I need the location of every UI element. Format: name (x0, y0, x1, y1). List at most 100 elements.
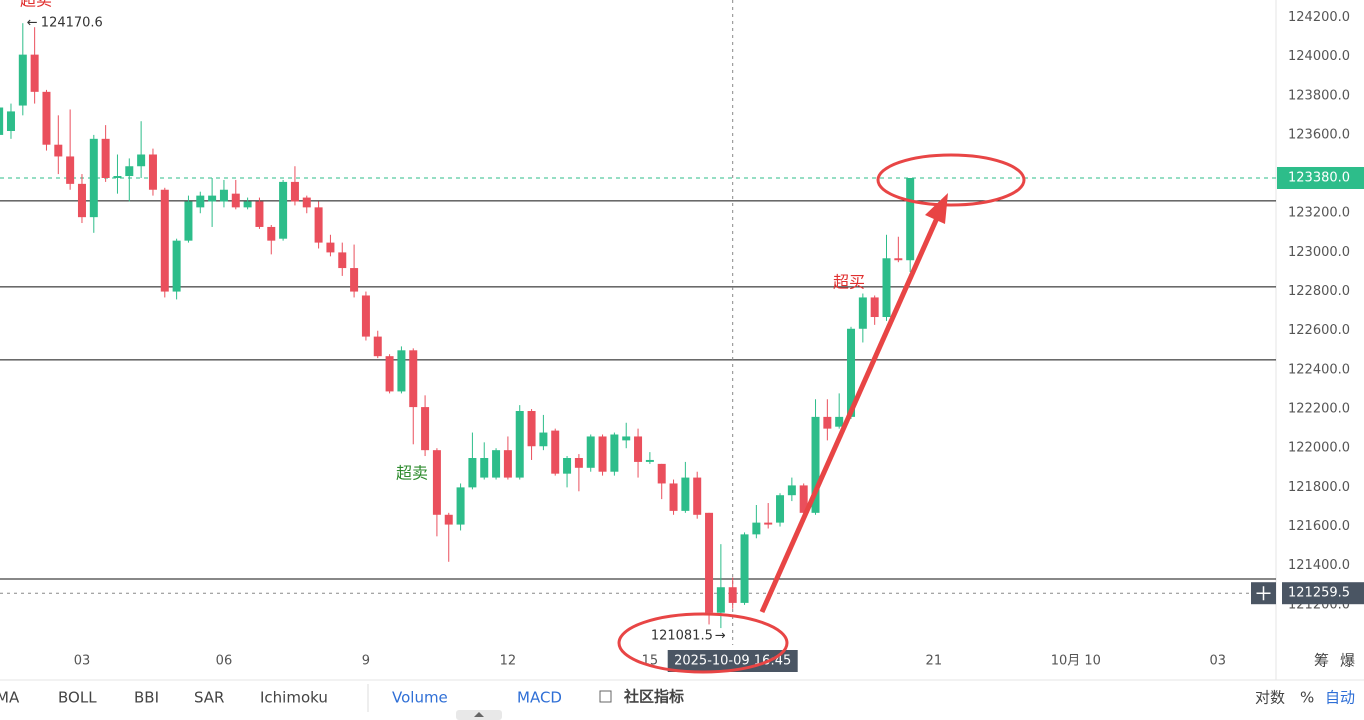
highlight-ellipse (876, 153, 1026, 207)
candle-body (397, 350, 406, 392)
sub-indicator-button[interactable]: MACD (517, 689, 562, 707)
candle-body (705, 512, 714, 613)
add-icon (1256, 586, 1271, 601)
x-tick-label: 12 (500, 654, 517, 669)
candle-body (267, 226, 276, 241)
candle-body (66, 156, 75, 184)
candle-body (196, 195, 205, 208)
candle-body (776, 495, 785, 523)
candle-body (326, 242, 335, 253)
candle-body (184, 201, 193, 241)
crosshair-date-label: 2025-10-09 16:45 (674, 654, 791, 669)
candle-body (492, 450, 501, 478)
y-tick-label: 122400.0 (1288, 362, 1350, 377)
candle-body (681, 477, 690, 511)
candle-body (835, 416, 844, 427)
x-tick-label: 06 (216, 654, 233, 669)
max-arrow: ← (27, 16, 38, 31)
indicator-button[interactable]: Ichimoku (260, 689, 328, 707)
min-arrow: → (715, 629, 726, 644)
candle-body (219, 189, 228, 202)
candle-body (634, 436, 643, 462)
corner-button[interactable]: 筹 (1314, 652, 1329, 670)
candle-body (799, 485, 808, 513)
y-tick-label: 124200.0 (1288, 10, 1350, 25)
candle-body (645, 459, 654, 462)
candle-body (444, 514, 453, 525)
sub-indicator-button[interactable]: Volume (392, 689, 448, 707)
candle-body (137, 154, 146, 167)
candle-body (148, 154, 157, 190)
candle-body (787, 485, 796, 496)
candle-body (338, 252, 347, 269)
candle-body (740, 534, 749, 603)
candle-body (622, 436, 631, 441)
candle-body (823, 416, 832, 429)
indicator-button[interactable]: BOLL (58, 689, 97, 707)
indicator-button[interactable]: BBI (134, 689, 159, 707)
candle-body (350, 268, 359, 292)
y-tick-label: 122600.0 (1288, 323, 1350, 338)
candle-body (409, 350, 418, 408)
candle-body (208, 195, 217, 202)
candle-body (515, 411, 524, 478)
candle-body (373, 336, 382, 357)
indicator-button[interactable]: SAR (194, 689, 224, 707)
candle-body (18, 54, 27, 106)
candle-body (361, 295, 370, 337)
crosshair-price-label: 121259.5 (1288, 586, 1350, 601)
candle-body (314, 207, 323, 243)
last-price-label: 123380.0 (1288, 170, 1350, 185)
candle-body (563, 458, 572, 474)
x-tick-label: 03 (74, 654, 91, 669)
handle-arrow (474, 712, 484, 717)
candle-body (586, 436, 595, 468)
candle-body (255, 201, 264, 227)
candle-body (113, 176, 122, 178)
candle-body (125, 166, 134, 177)
candle-body (657, 463, 666, 484)
arrow-head (925, 193, 948, 224)
y-tick-label: 122000.0 (1288, 441, 1350, 456)
x-tick-label: 21 (926, 654, 943, 669)
corner-button[interactable]: 爆 (1340, 652, 1355, 670)
candle-body (882, 258, 891, 318)
crosshair-price-box (1282, 582, 1364, 605)
y-tick-label: 124000.0 (1288, 49, 1350, 64)
community-icon (599, 690, 612, 703)
candle-body (101, 138, 110, 178)
x-tick-label: 9 (362, 654, 370, 669)
candle-body (870, 297, 879, 318)
y-tick-label: 122800.0 (1288, 284, 1350, 299)
candle-body (539, 432, 548, 447)
y-tick-label: 123800.0 (1288, 88, 1350, 103)
candle-body (728, 587, 737, 603)
candle-body (421, 407, 430, 451)
y-tick-label: 123000.0 (1288, 245, 1350, 260)
candle-body (0, 107, 4, 135)
candle-body (598, 436, 607, 472)
candle-body (468, 458, 477, 488)
y-tick-label: 123600.0 (1288, 127, 1350, 142)
candle-body (503, 450, 512, 478)
candle-body (54, 144, 63, 157)
candle-body (764, 522, 773, 525)
scale-button[interactable]: % (1300, 689, 1314, 707)
scale-button[interactable]: 对数 (1255, 689, 1285, 707)
scale-button[interactable]: 自动 (1325, 689, 1355, 707)
community-button[interactable]: 社区指标 (623, 688, 684, 706)
candle-body (432, 450, 441, 515)
signal-label: 超买 (833, 273, 865, 292)
indicator-button[interactable]: MA (0, 689, 20, 707)
candle-body (894, 258, 903, 261)
candle-body (77, 183, 86, 218)
candle-body (89, 138, 98, 218)
candle-body (385, 356, 394, 392)
candle-body (752, 522, 761, 535)
candle-body (669, 483, 678, 511)
signal-label: 超卖 (20, 0, 52, 10)
candle-body (858, 297, 867, 329)
candle-body (716, 587, 725, 613)
